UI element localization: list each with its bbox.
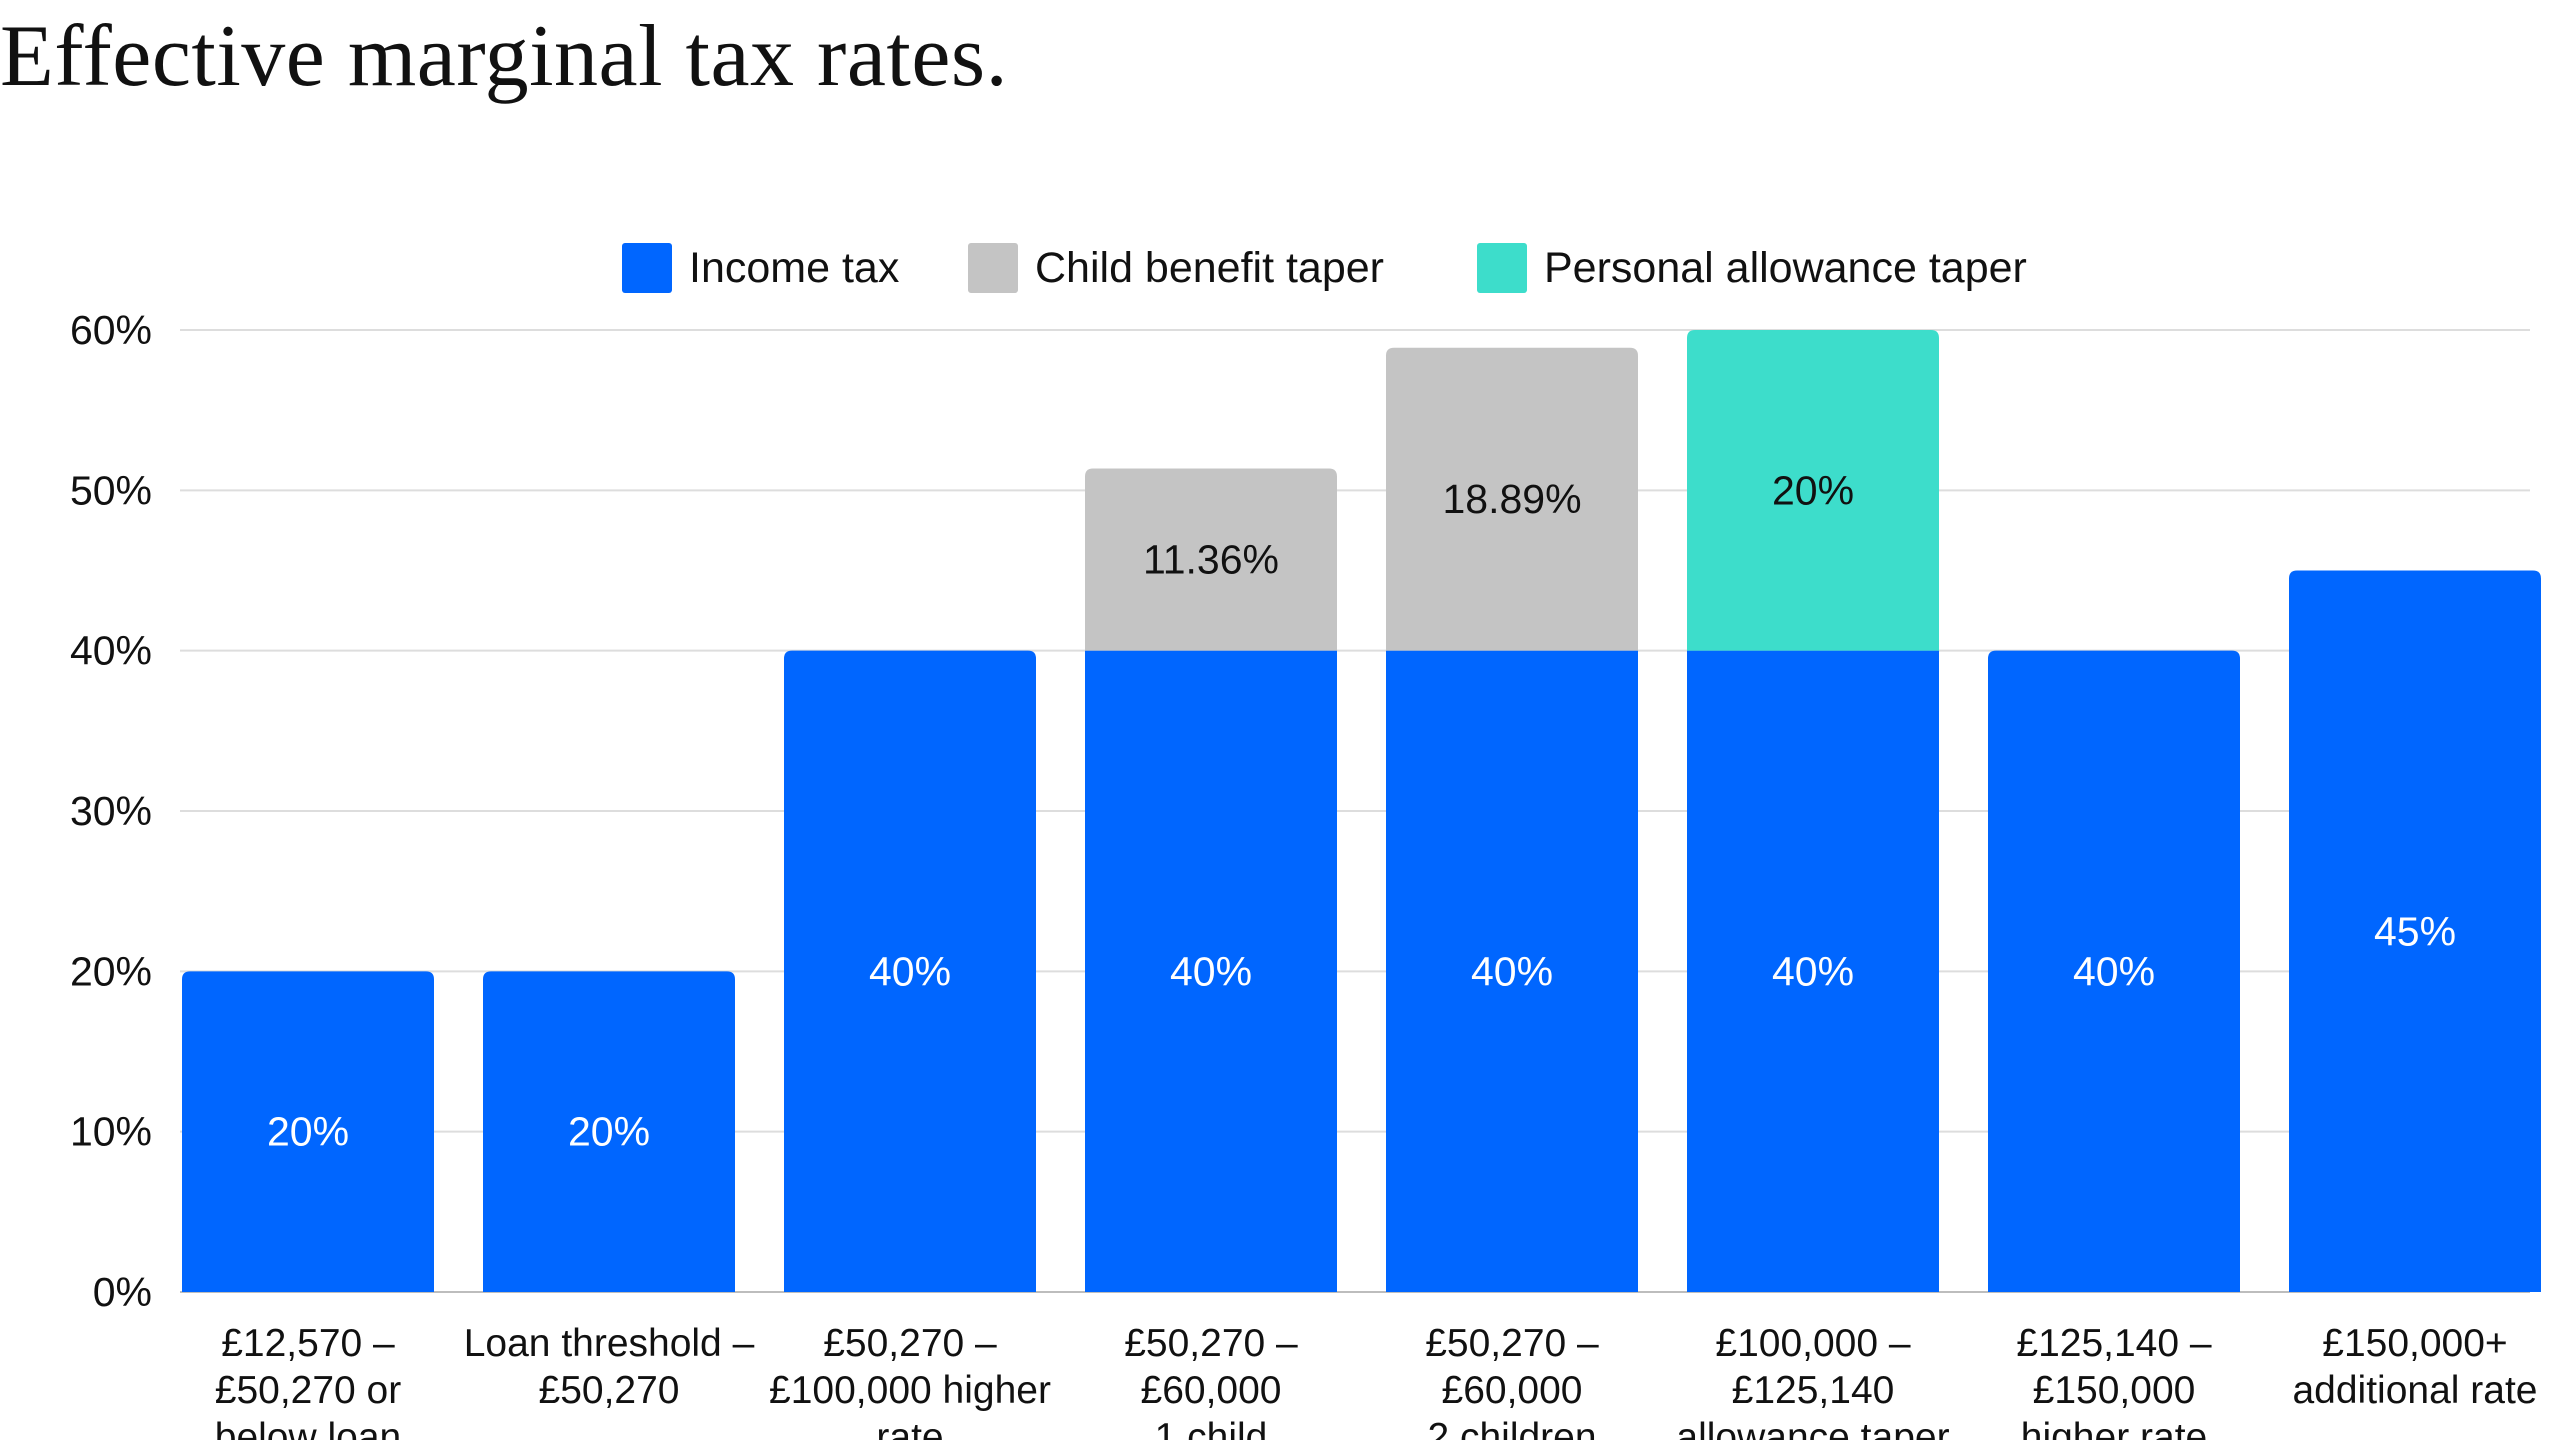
data-label: 40% xyxy=(2073,948,2155,994)
y-tick-label: 30% xyxy=(70,788,152,834)
x-category-label: £50,270 – £100,000 higher rate xyxy=(769,1322,1051,1440)
bar-income-tax xyxy=(182,971,434,1292)
legend-label: Income tax xyxy=(689,244,900,292)
data-label: 40% xyxy=(1170,948,1252,994)
x-category-label-line: £50,270 – xyxy=(823,1322,997,1365)
x-category-label-line: £50,270 xyxy=(539,1369,680,1412)
x-category-label: £125,140 – £150,000 higher rate xyxy=(2016,1322,2212,1440)
y-axis: 0% 10% 20% 30% 40% 50% 60% xyxy=(70,307,152,1315)
bar-income-tax xyxy=(1988,650,2240,1292)
data-label: 20% xyxy=(568,1109,650,1155)
bar-income-tax xyxy=(784,650,1036,1292)
x-category-label-line: £50,270 – xyxy=(1425,1322,1599,1365)
bar-child-benefit-taper xyxy=(1085,468,1337,651)
bar-income-tax xyxy=(1386,650,1638,1292)
x-category-label-line: £125,140 xyxy=(1732,1369,1895,1412)
x-category-label-line: £150,000 xyxy=(2033,1369,2196,1412)
x-category-label-line: below loan xyxy=(215,1416,401,1440)
data-label: 11.36% xyxy=(1143,537,1279,583)
legend-swatch xyxy=(968,243,1018,293)
x-category-label: £50,270 – £60,000 2 children xyxy=(1425,1322,1599,1440)
y-tick-label: 10% xyxy=(70,1109,152,1155)
data-label: 40% xyxy=(1772,948,1854,994)
x-category-label: Loan threshold – £50,270 xyxy=(464,1322,755,1412)
data-label: 20% xyxy=(267,1109,349,1155)
legend-swatch xyxy=(1477,243,1527,293)
x-category-label-line: £125,140 – xyxy=(2016,1322,2212,1365)
x-category-label-line: 1 child xyxy=(1155,1416,1268,1440)
x-category-label: £12,570 – £50,270 or below loan xyxy=(215,1322,402,1440)
y-tick-label: 20% xyxy=(70,948,152,994)
x-category-label-line: £12,570 – xyxy=(221,1322,395,1365)
x-category-label-line: £60,000 xyxy=(1141,1369,1282,1412)
data-label: 20% xyxy=(1772,467,1854,513)
x-category-label-line: allowance taper xyxy=(1676,1416,1949,1440)
x-category-label: £50,270 – £60,000 1 child xyxy=(1124,1322,1298,1440)
data-label: 40% xyxy=(1471,948,1553,994)
x-category-label-line: £100,000 higher xyxy=(769,1369,1051,1412)
x-category-label-line: £50,270 or xyxy=(215,1369,402,1412)
legend-label: Child benefit taper xyxy=(1035,244,1384,292)
bar-income-tax xyxy=(2289,570,2541,1292)
y-tick-label: 50% xyxy=(70,467,152,513)
x-category-label-line: £60,000 xyxy=(1442,1369,1583,1412)
x-category-label-line: Loan threshold – xyxy=(464,1322,755,1365)
chart-title: Effective marginal tax rates. xyxy=(0,8,1009,105)
bars xyxy=(182,330,2541,1292)
bar-income-tax xyxy=(1687,650,1939,1292)
x-category-label: £150,000+ additional rate xyxy=(2292,1322,2537,1412)
data-label: 45% xyxy=(2374,908,2456,954)
y-tick-label: 40% xyxy=(70,628,152,674)
x-category-label-line: £100,000 – xyxy=(1715,1322,1911,1365)
y-tick-label: 60% xyxy=(70,307,152,353)
data-label: 18.89% xyxy=(1442,476,1581,522)
legend-swatch xyxy=(622,243,672,293)
legend-label: Personal allowance taper xyxy=(1544,244,2027,292)
bar-income-tax xyxy=(483,971,735,1292)
y-tick-label: 0% xyxy=(93,1269,152,1315)
x-category-label-line: 2 children xyxy=(1427,1416,1596,1440)
bar-income-tax xyxy=(1085,650,1337,1292)
bar-labels: 20% 20% 40% 40% 11.36% 40% 18.89% 40% 20% 40% 45% xyxy=(267,467,2456,1154)
x-category-label-line: £150,000+ xyxy=(2322,1322,2507,1365)
bar-child-benefit-taper xyxy=(1386,347,1638,651)
x-category-label-line: higher rate xyxy=(2021,1416,2207,1440)
x-category-label: £100,000 – £125,140 allowance taper xyxy=(1676,1322,1949,1440)
x-category-label-line: £50,270 – xyxy=(1124,1322,1298,1365)
data-label: 40% xyxy=(869,948,951,994)
bar-personal-allowance-taper xyxy=(1687,330,1939,651)
x-axis: £12,570 – £50,270 or below loan Loan thresh… xyxy=(215,1322,2538,1440)
legend: Income tax Child benefit taper Personal al… xyxy=(622,243,2027,293)
x-category-label-line: additional rate xyxy=(2292,1369,2537,1412)
x-category-label-line: rate xyxy=(876,1416,943,1440)
